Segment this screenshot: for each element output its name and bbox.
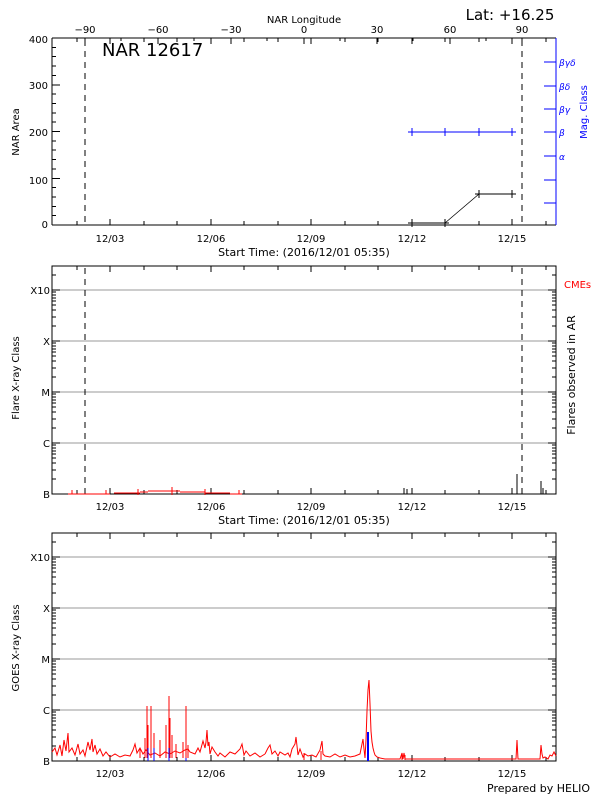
date-tick-labels: 12/03 12/06 12/09 12/12 12/15 [96, 234, 527, 245]
y-tick-label: B [43, 757, 50, 768]
goes-flare-markers [147, 732, 369, 761]
flare-class-tick-labels: X10 X M C B [30, 286, 50, 501]
x-tick-label: 12/06 [197, 769, 226, 780]
nar-area-series [408, 190, 516, 227]
x-tick-label: 12/12 [398, 769, 427, 780]
x-tick-label: 12/03 [96, 769, 125, 780]
cme-legend-label: CMEs [564, 280, 591, 291]
mag-tick-label: α [559, 153, 565, 163]
y-tick-label: 300 [29, 81, 48, 92]
goes-class-tick-labels: X10 X M C B [30, 553, 50, 768]
y-tick-label: B [43, 490, 50, 501]
mag-tick-label: βδ [558, 83, 571, 93]
x-tick-label: 12/12 [398, 234, 427, 245]
mag-class-tick-labels: βγδ βδ βγ β α [558, 59, 576, 163]
x-tick-label: 12/09 [297, 234, 326, 245]
top-tick-label: −90 [74, 25, 95, 36]
x-tick-label: 12/15 [498, 769, 527, 780]
y-tick-label: X [43, 337, 50, 348]
x-tick-label: 12/03 [96, 502, 125, 513]
date-tick-labels: 12/03 12/06 12/09 12/12 12/15 [96, 502, 527, 513]
top-tick-label: 60 [444, 25, 457, 36]
top-tick-label: 90 [516, 25, 529, 36]
flares-observed-axis-title: Flares observed in AR [565, 315, 578, 435]
cme-series [68, 487, 242, 495]
start-time-label: Start Time: (2016/12/01 05:35) [218, 514, 390, 527]
top-tick-label: 0 [301, 25, 307, 36]
mag-tick-label: β [558, 129, 565, 139]
y-tick-label: X [43, 604, 50, 615]
mag-tick-label: βγ [558, 106, 571, 116]
region-title: NAR 12617 [102, 40, 203, 61]
mag-class-series [408, 128, 516, 136]
top-longitude-tick-labels: −90 −60 −30 0 30 60 90 [74, 25, 528, 36]
x-tick-label: 12/09 [297, 502, 326, 513]
date-tick-labels: 12/03 12/06 12/09 12/12 12/15 [96, 769, 527, 780]
top-tick-label: −60 [147, 25, 168, 36]
y-tick-label: 200 [29, 128, 48, 139]
x-tick-label: 12/12 [398, 502, 427, 513]
flare-class-axis-title: Flare X-ray Class [11, 336, 22, 420]
mag-class-axis-title: Mag. Class [579, 85, 590, 139]
nar-area-tick-labels: 0 100 200 300 400 [29, 35, 48, 231]
y-tick-label: C [43, 706, 50, 717]
top-tick-label: −30 [220, 25, 241, 36]
y-tick-label: M [41, 388, 50, 399]
x-tick-label: 12/15 [498, 234, 527, 245]
y-tick-label: 400 [29, 35, 48, 46]
mag-tick-label: βγδ [558, 59, 576, 69]
y-tick-label: 0 [42, 220, 48, 231]
top-axis-title: NAR Longitude [267, 15, 341, 26]
start-time-label: Start Time: (2016/12/01 05:35) [218, 246, 390, 259]
y-tick-label: M [41, 655, 50, 666]
y-tick-label: X10 [30, 286, 50, 297]
latitude-label: Lat: +16.25 [466, 6, 555, 24]
nar-area-axis-title: NAR Area [11, 108, 22, 155]
prepared-by-label: Prepared by HELIO [487, 782, 590, 795]
panel-nar-area: NAR Longitude Lat: +16.25 −90 −60 −30 0 … [11, 6, 590, 259]
x-tick-label: 12/06 [197, 234, 226, 245]
goes-class-axis-title: GOES X-ray Class [11, 604, 22, 691]
x-tick-label: 12/15 [498, 502, 527, 513]
panel-goes-xray: X10 X M C B GOES X-ray Class [11, 532, 590, 795]
goes-class-grid [52, 556, 556, 711]
flares-observed-series [403, 474, 544, 494]
y-tick-label: C [43, 439, 50, 450]
x-tick-label: 12/03 [96, 234, 125, 245]
flare-class-grid [52, 289, 556, 444]
x-tick-label: 12/09 [297, 769, 326, 780]
goes-xray-series [51, 729, 266, 758]
top-tick-label: 30 [371, 25, 384, 36]
y-tick-label: X10 [30, 553, 50, 564]
panel-flare-class: X10 X M C B Flare X-ray Class CMEs Flare… [11, 265, 591, 527]
x-tick-label: 12/06 [197, 502, 226, 513]
y-tick-label: 100 [29, 176, 48, 187]
